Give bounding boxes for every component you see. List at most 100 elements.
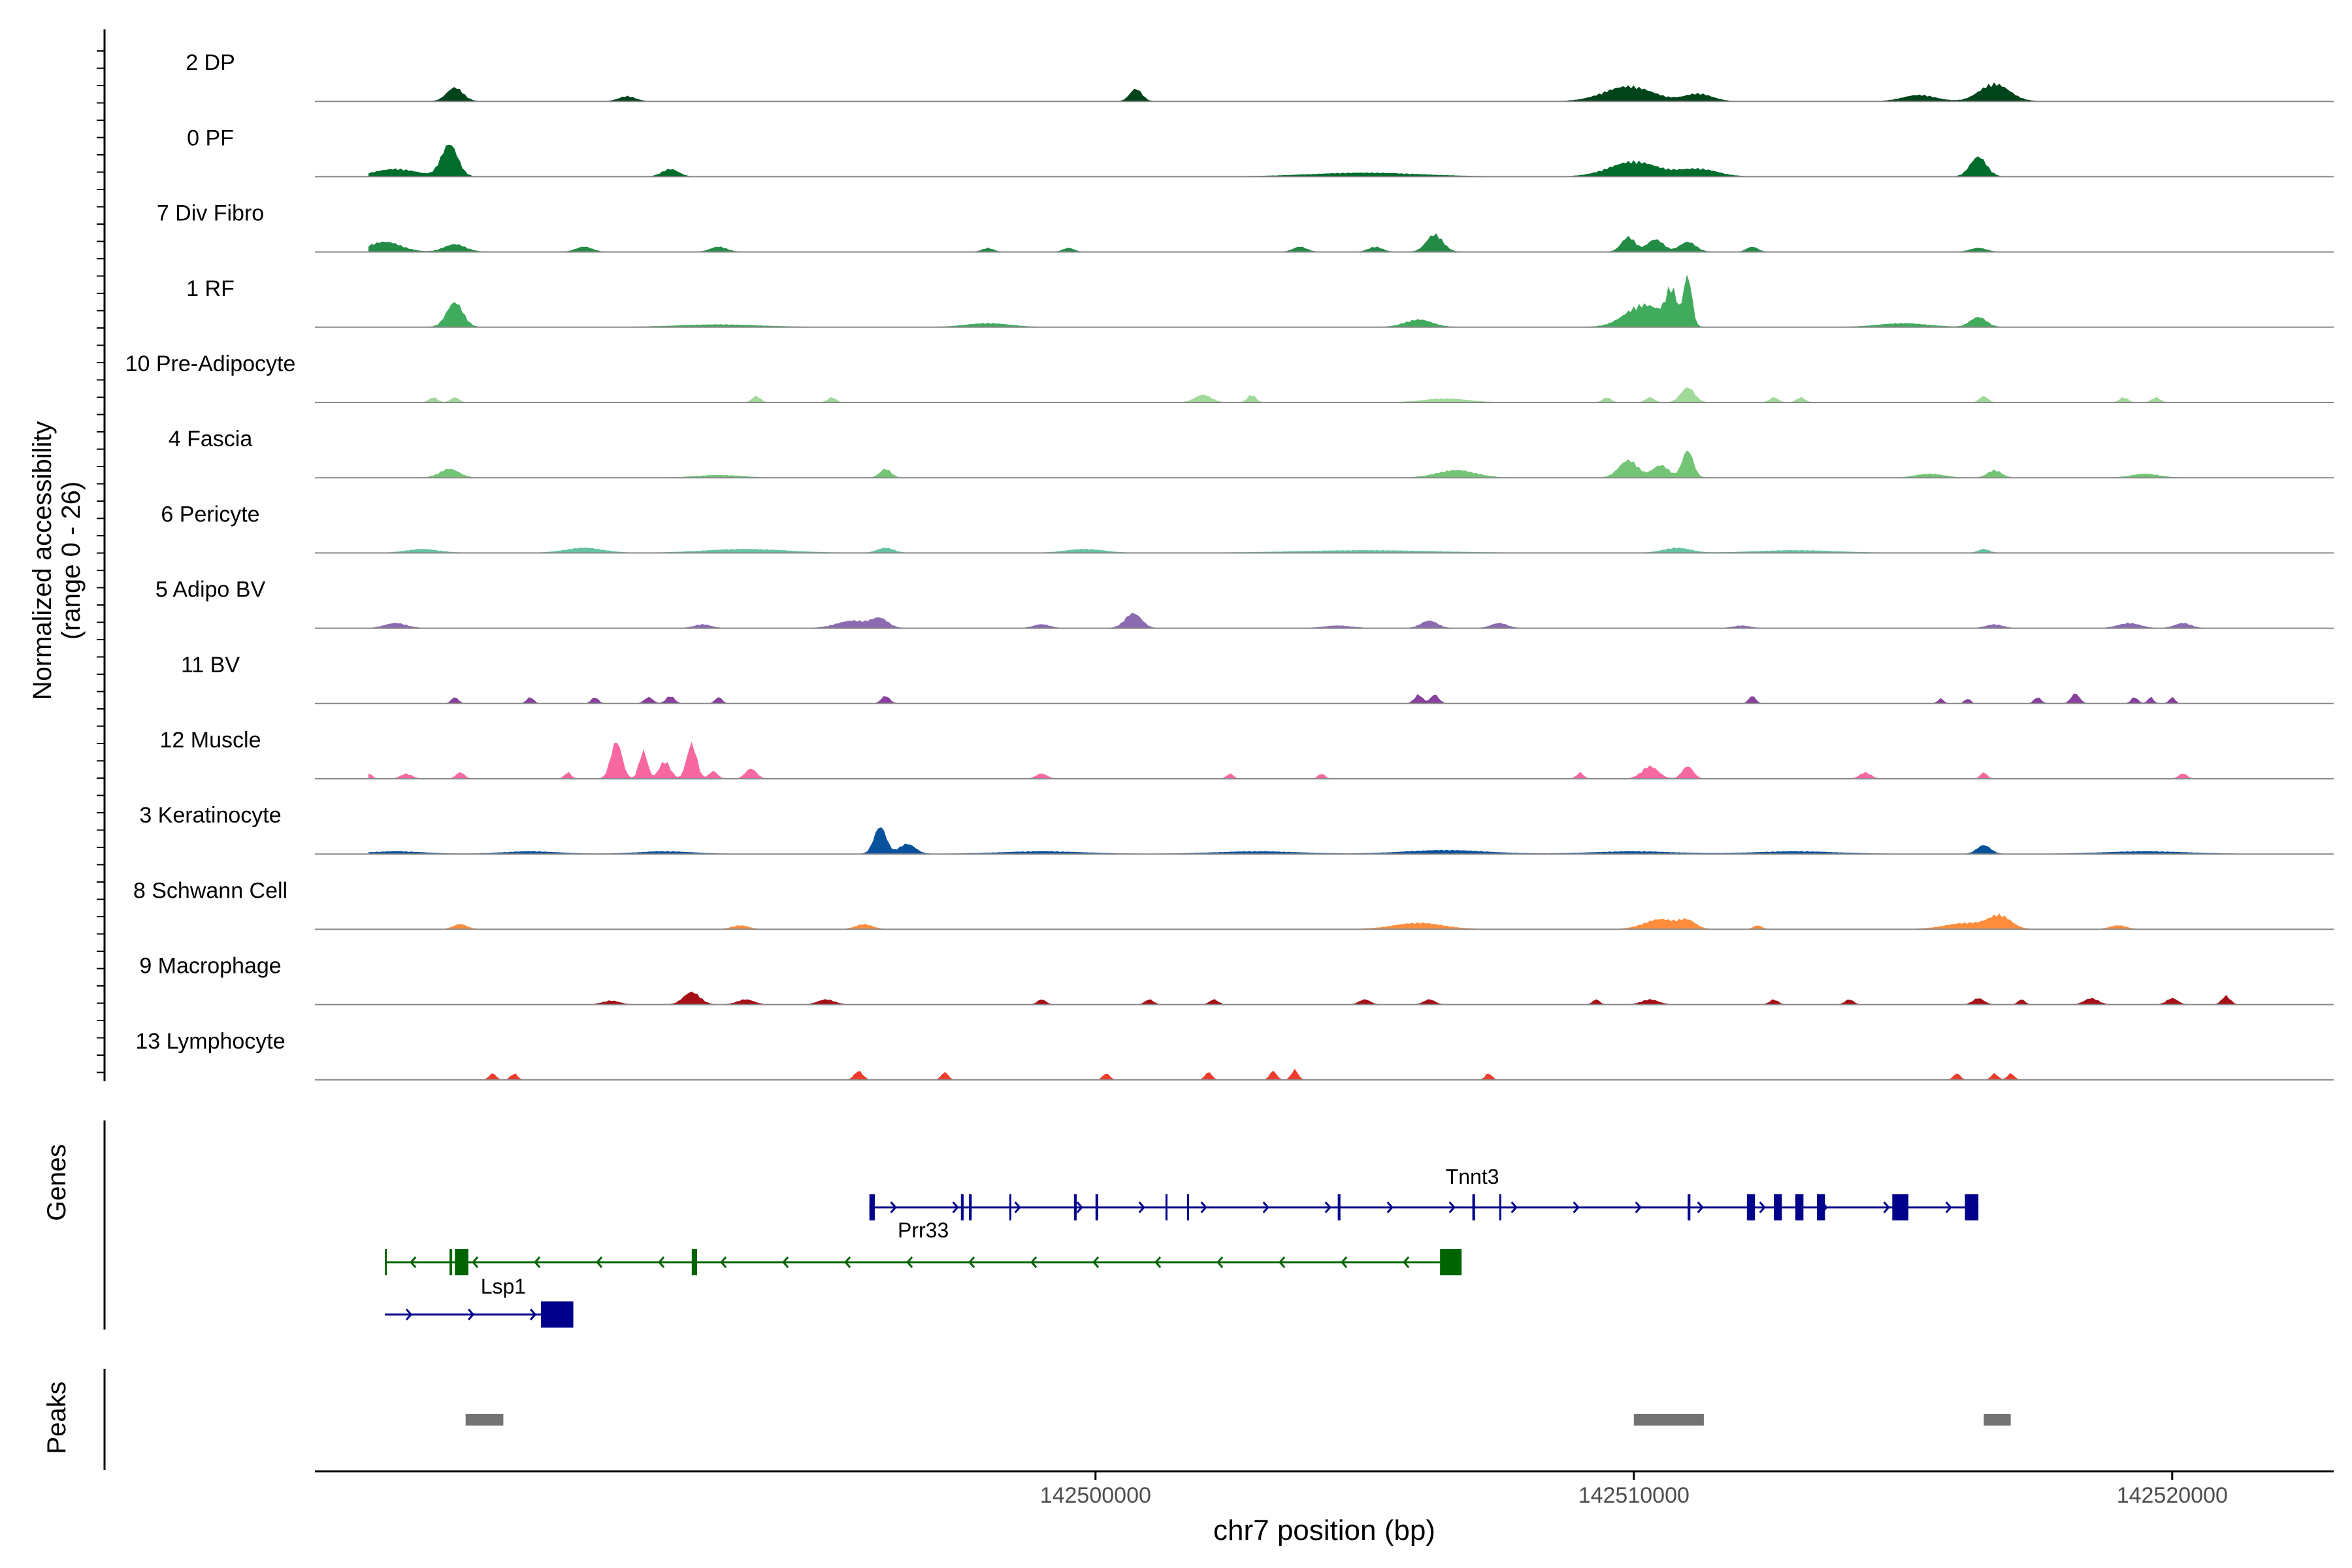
gene-exon bbox=[1965, 1194, 1979, 1220]
track-7: 6 Pericyte bbox=[161, 502, 2334, 554]
strand-arrow bbox=[1200, 1201, 1207, 1213]
strand-arrow bbox=[529, 1309, 537, 1320]
gene-exon bbox=[1186, 1194, 1189, 1220]
gene-exon bbox=[1499, 1194, 1501, 1220]
track-label: 11 BV bbox=[181, 653, 240, 678]
gene-annotation-panel: Tnnt3 Prr33 Lsp1 bbox=[103, 1120, 1979, 1330]
gene-exon bbox=[1165, 1194, 1168, 1220]
strand-arrow bbox=[1030, 1256, 1037, 1268]
gene-exon bbox=[1892, 1194, 1909, 1220]
peak-region bbox=[465, 1414, 504, 1426]
gene-lsp1: Lsp1 bbox=[385, 1249, 1462, 1298]
track-2: 0 PF bbox=[187, 125, 2334, 178]
gene-exon bbox=[1816, 1194, 1825, 1220]
strand-arrow bbox=[1448, 1201, 1456, 1213]
gene-exon bbox=[1095, 1194, 1098, 1220]
gene-exon bbox=[1774, 1194, 1782, 1220]
gene-exon bbox=[1337, 1194, 1341, 1220]
y-axis-label-line2: (range 0 - 26) bbox=[57, 482, 86, 640]
strand-arrow bbox=[658, 1256, 665, 1268]
strand-arrow bbox=[1573, 1201, 1580, 1213]
track-6: 4 Fascia bbox=[169, 427, 2334, 479]
gene-exon bbox=[1746, 1194, 1756, 1220]
strand-arrow bbox=[410, 1256, 417, 1268]
track-3: 7 Div Fibro bbox=[157, 201, 2334, 253]
strand-arrow bbox=[844, 1256, 851, 1268]
strand-arrow bbox=[1262, 1201, 1269, 1213]
track-1: 2 DP bbox=[186, 50, 2334, 103]
x-tick-label: 142500000 bbox=[1040, 1483, 1151, 1508]
gene-label: Prr33 bbox=[898, 1218, 949, 1242]
track-13: 9 Macrophage bbox=[139, 954, 2334, 1005]
gene-exon bbox=[385, 1249, 387, 1275]
strand-arrow bbox=[472, 1256, 479, 1268]
track-12: 8 Schwann Cell bbox=[133, 878, 2334, 930]
track-label: 12 Muscle bbox=[160, 728, 261, 753]
track-label: 0 PF bbox=[187, 125, 234, 150]
strand-arrow bbox=[720, 1256, 727, 1268]
genes-panel-label: Genes bbox=[42, 1144, 71, 1221]
strand-arrow bbox=[1883, 1201, 1890, 1213]
x-axis-label: chr7 position (bp) bbox=[1213, 1514, 1435, 1546]
gene-exon bbox=[455, 1249, 468, 1275]
strand-arrow bbox=[1217, 1256, 1224, 1268]
gene-label: Tnnt3 bbox=[1446, 1165, 1499, 1188]
strand-arrow bbox=[782, 1256, 789, 1268]
strand-arrow bbox=[1945, 1201, 1952, 1213]
strand-arrow bbox=[1014, 1201, 1021, 1213]
strand-arrow bbox=[1076, 1201, 1083, 1213]
strand-arrow bbox=[1092, 1256, 1100, 1268]
track-label: 10 Pre-Adipocyte bbox=[125, 351, 296, 376]
gene-prr33: Prr33 bbox=[869, 1201, 967, 1242]
strand-arrow bbox=[405, 1309, 413, 1320]
gene-exon bbox=[691, 1249, 698, 1275]
strand-arrow bbox=[1759, 1201, 1766, 1213]
strand-arrow bbox=[1403, 1256, 1410, 1268]
gene-exon bbox=[1795, 1194, 1804, 1220]
gene-exon bbox=[1472, 1194, 1475, 1220]
gene-exon bbox=[1440, 1249, 1462, 1275]
track-label: 6 Pericyte bbox=[161, 502, 259, 527]
y-axis-label-line1: Normalized accessibility bbox=[28, 421, 57, 700]
strand-arrow bbox=[1341, 1256, 1348, 1268]
strand-arrow bbox=[467, 1309, 475, 1320]
gene-exon bbox=[969, 1194, 972, 1220]
gene-exon bbox=[541, 1301, 574, 1328]
gene-tnnt3: Tnnt3 bbox=[869, 1165, 1979, 1220]
track-label: 8 Schwann Cell bbox=[133, 878, 287, 903]
peak-region bbox=[1984, 1414, 2011, 1426]
track-10: 12 Muscle bbox=[160, 728, 2334, 779]
x-tick-label: 142510000 bbox=[1578, 1483, 1690, 1508]
gene-exon bbox=[449, 1249, 453, 1275]
gene-exon bbox=[1688, 1194, 1691, 1220]
strand-arrow bbox=[1697, 1201, 1704, 1213]
track-14: 13 Lymphocyte bbox=[135, 1029, 2334, 1081]
strand-arrow bbox=[1635, 1201, 1642, 1213]
peak-region bbox=[1633, 1414, 1704, 1426]
track-8: 5 Adipo BV bbox=[155, 578, 2334, 629]
peaks-panel bbox=[103, 1369, 2011, 1470]
track-label: 2 DP bbox=[186, 50, 235, 75]
track-5: 10 Pre-Adipocyte bbox=[125, 351, 2334, 403]
gene-label: Lsp1 bbox=[481, 1275, 526, 1298]
strand-arrow bbox=[968, 1256, 975, 1268]
track-label: 3 Keratinocyte bbox=[139, 803, 281, 828]
track-label: 5 Adipo BV bbox=[155, 578, 266, 602]
strand-arrow bbox=[1324, 1201, 1331, 1213]
strand-arrow bbox=[1138, 1201, 1145, 1213]
track-label: 13 Lymphocyte bbox=[135, 1029, 285, 1054]
track-label: 4 Fascia bbox=[169, 427, 253, 451]
x-tick-label: 142520000 bbox=[2117, 1483, 2228, 1508]
track-4: 1 RF bbox=[186, 274, 2334, 328]
gene-exon bbox=[1009, 1194, 1011, 1220]
strand-arrow bbox=[1154, 1256, 1162, 1268]
track-label: 1 RF bbox=[186, 276, 235, 301]
strand-arrow bbox=[890, 1201, 897, 1213]
strand-arrow bbox=[1386, 1201, 1394, 1213]
track-9: 11 BV bbox=[181, 653, 2334, 704]
strand-arrow bbox=[906, 1256, 913, 1268]
track-label: 9 Macrophage bbox=[139, 954, 281, 979]
strand-arrow bbox=[1511, 1201, 1518, 1213]
strand-arrow bbox=[1279, 1256, 1286, 1268]
